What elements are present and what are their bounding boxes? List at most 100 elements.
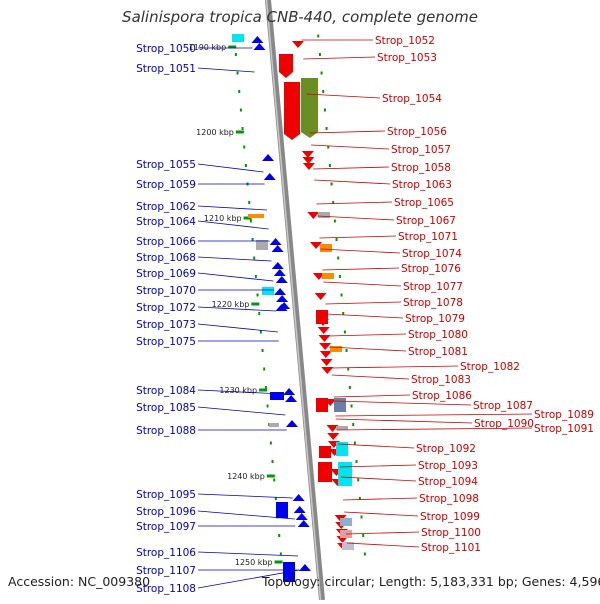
reverse-gene-arrow	[327, 433, 340, 440]
left-gene-label: Strop_1106	[136, 547, 196, 559]
kbp-label: 1220 kbp	[212, 300, 250, 309]
gene-block	[340, 530, 352, 538]
reverse-gene-block	[318, 462, 332, 482]
gene-block	[342, 542, 354, 550]
right-gene-label: Strop_1074	[402, 248, 462, 260]
forward-gene-arrow	[275, 304, 288, 311]
right-gene-label: Strop_1057	[391, 144, 451, 156]
right-gene-label: Strop_1067	[396, 215, 456, 227]
gene-block	[334, 398, 346, 412]
right-gene-leader	[335, 413, 533, 417]
right-gene-leader	[325, 301, 402, 305]
left-gene-leader	[197, 551, 299, 557]
reverse-gene-block	[316, 310, 328, 324]
gene-block	[320, 244, 332, 252]
right-gene-leader	[329, 346, 407, 352]
right-gene-label: Strop_1098	[419, 493, 479, 505]
reverse-gene-arrow	[314, 293, 327, 300]
left-gene-label: Strop_1085	[136, 402, 196, 414]
olive-gene	[301, 78, 318, 138]
left-gene-label: Strop_1050	[136, 43, 196, 55]
right-gene-leader	[328, 333, 407, 337]
gene-block	[318, 212, 330, 218]
genome-title: Salinispora tropica CNB-440, complete ge…	[122, 8, 478, 26]
reverse-gene-arrow	[307, 212, 320, 219]
right-gene-leader	[336, 427, 533, 431]
right-gene-leader	[319, 235, 397, 239]
right-gene-leader	[337, 443, 415, 449]
gene-block	[330, 346, 342, 352]
left-gene-label: Strop_1088	[136, 425, 196, 437]
right-gene-label: Strop_1099	[420, 511, 480, 523]
right-gene-label: Strop_1058	[391, 162, 451, 174]
right-gene-leader	[306, 93, 381, 99]
reverse-gene-arrow	[320, 359, 333, 366]
right-gene-label: Strop_1086	[412, 390, 472, 402]
forward-gene-arrow	[285, 420, 298, 427]
reverse-gene-arrow	[302, 163, 315, 170]
right-gene-leader	[323, 281, 402, 287]
kbp-label: 1200 kbp	[196, 128, 234, 137]
right-gene-label: Strop_1056	[387, 126, 447, 138]
right-gene-leader	[316, 201, 393, 205]
reverse-gene-arrow	[317, 327, 330, 334]
gene-block	[338, 462, 352, 486]
right-gene-label: Strop_1078	[403, 297, 463, 309]
forward-gene-arrow	[273, 269, 286, 276]
reverse-gene-arrow	[310, 242, 323, 249]
right-gene-label: Strop_1092	[416, 443, 476, 455]
left-gene-label: Strop_1075	[136, 336, 196, 348]
kbp-label: 1250 kbp	[235, 558, 273, 567]
left-gene-label: Strop_1059	[136, 179, 196, 191]
right-gene-label: Strop_1083	[411, 374, 471, 386]
genome-backbone-highlight	[265, 0, 322, 601]
left-gene-leader	[197, 256, 272, 262]
right-gene-leader	[346, 542, 420, 548]
gene-block	[336, 426, 348, 430]
left-gene-label: Strop_1073	[136, 319, 196, 331]
gene-block	[336, 442, 348, 456]
forward-gene-arrow	[275, 276, 288, 283]
right-gene-leader	[314, 179, 391, 185]
reverse-gene-arrow	[312, 273, 325, 280]
left-gene-label: Strop_1069	[136, 268, 196, 280]
forward-gene-arrow	[271, 245, 284, 252]
forward-gene-arrow	[274, 288, 287, 295]
right-gene-label: Strop_1082	[460, 361, 520, 373]
forward-gene-arrow	[283, 388, 296, 395]
kbp-label: 1230 kbp	[219, 386, 257, 395]
right-gene-leader	[331, 374, 410, 380]
right-gene-leader	[303, 56, 376, 60]
reverse-gene-arrow	[318, 335, 331, 342]
right-gene-label: Strop_1091	[534, 423, 594, 435]
right-gene-leader	[309, 130, 386, 134]
left-gene-label: Strop_1097	[136, 521, 196, 533]
right-gene-leader	[331, 365, 459, 369]
right-gene-label: Strop_1093	[418, 460, 478, 472]
accession-text: Accession: NC_009380	[8, 574, 151, 589]
left-gene-label: Strop_1066	[136, 236, 196, 248]
right-gene-label: Strop_1081	[408, 346, 468, 358]
kbp-label: 1190 kbp	[189, 43, 227, 52]
forward-gene-arrow	[253, 43, 266, 50]
left-gene-label: Strop_1055	[136, 159, 196, 171]
left-gene-leader	[197, 493, 293, 499]
right-gene-label: Strop_1063	[392, 179, 452, 191]
forward-gene-arrow	[271, 262, 284, 269]
left-gene-label: Strop_1072	[136, 302, 196, 314]
left-gene-label: Strop_1096	[136, 506, 196, 518]
left-gene-label: Strop_1062	[136, 201, 196, 213]
forward-gene-block	[276, 502, 288, 518]
left-gene-leader	[197, 272, 274, 282]
left-gene-label: Strop_1051	[136, 63, 196, 75]
left-gene-leader	[197, 306, 277, 312]
gene-block	[248, 214, 264, 218]
gene-block	[262, 287, 274, 295]
left-gene-leader	[197, 510, 295, 520]
left-gene-leader	[197, 163, 264, 173]
right-gene-leader	[317, 215, 395, 221]
right-gene-leader	[313, 166, 390, 170]
forward-gene-arrow	[297, 520, 310, 527]
